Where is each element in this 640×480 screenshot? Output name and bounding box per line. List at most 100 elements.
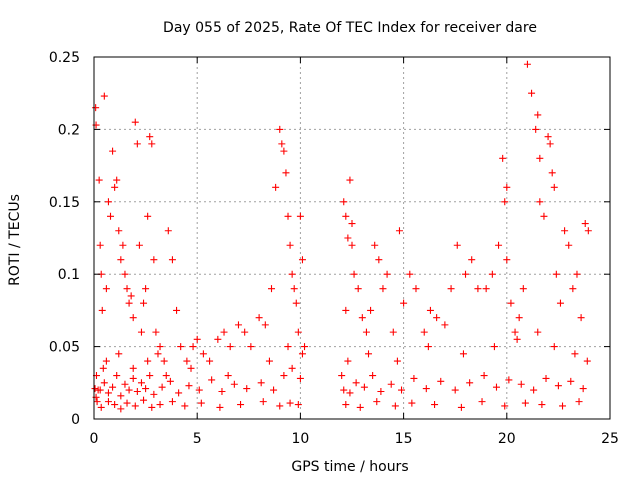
data-point: [559, 402, 567, 410]
data-point: [187, 364, 195, 372]
data-point: [426, 306, 434, 314]
data-point: [140, 299, 148, 307]
data-point: [148, 403, 156, 411]
data-point: [292, 299, 300, 307]
data-point: [554, 382, 562, 390]
data-point: [142, 285, 150, 293]
data-point: [129, 374, 137, 382]
data-point: [393, 357, 401, 365]
data-point: [517, 380, 525, 388]
data-point: [530, 386, 538, 394]
data-point: [565, 241, 573, 249]
data-point: [175, 389, 183, 397]
data-point: [369, 372, 377, 380]
data-point: [503, 183, 511, 191]
data-point: [290, 285, 298, 293]
data-point: [280, 147, 288, 155]
data-point: [540, 212, 548, 220]
axis-ticks: 0 5 10 15 20 25 0 0.05 0.1 0.15 0.2 0.25: [49, 50, 619, 447]
data-point: [354, 285, 362, 293]
data-point: [550, 183, 558, 191]
data-point: [214, 335, 222, 343]
data-point: [115, 227, 123, 235]
data-point: [166, 377, 174, 385]
data-point: [482, 285, 490, 293]
data-point: [584, 227, 592, 235]
data-point: [567, 377, 575, 385]
data-point: [288, 270, 296, 278]
data-point: [391, 402, 399, 410]
data-point: [226, 343, 234, 351]
data-point: [350, 270, 358, 278]
data-point: [137, 379, 145, 387]
data-point: [362, 328, 370, 336]
x-tick-label: 5: [193, 431, 202, 447]
data-point: [99, 364, 107, 372]
data-point: [488, 270, 496, 278]
data-point: [447, 285, 455, 293]
grid: [94, 57, 610, 419]
x-tick-label: 0: [90, 431, 99, 447]
data-point: [550, 343, 558, 351]
data-point: [280, 372, 288, 380]
data-point: [265, 357, 273, 365]
data-point: [398, 386, 406, 394]
data-point: [197, 399, 205, 407]
plot-frame: [93, 56, 611, 420]
data-point: [156, 343, 164, 351]
data-point: [125, 299, 133, 307]
data-point: [511, 328, 519, 336]
data-point: [107, 212, 115, 220]
data-point: [340, 198, 348, 206]
data-point: [375, 256, 383, 264]
data-point: [406, 270, 414, 278]
data-point: [218, 387, 226, 395]
data-point: [534, 328, 542, 336]
data-point: [125, 386, 133, 394]
data-point: [548, 169, 556, 177]
data-point: [278, 140, 286, 148]
data-point: [257, 379, 265, 387]
data-point: [129, 364, 137, 372]
data-point: [109, 383, 117, 391]
data-point: [173, 306, 181, 314]
data-point: [340, 386, 348, 394]
data-point: [424, 343, 432, 351]
data-point: [123, 399, 131, 407]
data-point: [575, 398, 583, 406]
data-point: [144, 212, 152, 220]
data-point: [96, 241, 104, 249]
data-point: [379, 285, 387, 293]
data-point: [96, 386, 104, 394]
data-point: [272, 183, 280, 191]
data-point: [152, 328, 160, 336]
data-point: [346, 176, 354, 184]
data-point: [515, 314, 523, 322]
y-tick-label: 0.2: [58, 122, 80, 138]
data-point: [119, 241, 127, 249]
data-point: [146, 372, 154, 380]
data-point: [243, 385, 251, 393]
data-point: [546, 140, 554, 148]
data-point: [111, 183, 119, 191]
data-point: [261, 321, 269, 329]
data-point: [507, 299, 515, 307]
data-point: [410, 374, 418, 382]
data-point: [296, 212, 304, 220]
data-point: [241, 328, 249, 336]
data-point: [286, 399, 294, 407]
data-point: [556, 299, 564, 307]
data-point: [164, 227, 172, 235]
data-point: [294, 401, 302, 409]
data-point: [259, 398, 267, 406]
data-point: [93, 398, 101, 406]
data-point: [189, 343, 197, 351]
data-point: [441, 321, 449, 329]
data-point: [100, 92, 108, 100]
data-point: [131, 118, 139, 126]
data-point: [220, 328, 228, 336]
data-point: [224, 372, 232, 380]
data-point: [154, 350, 162, 358]
data-point: [216, 403, 224, 411]
